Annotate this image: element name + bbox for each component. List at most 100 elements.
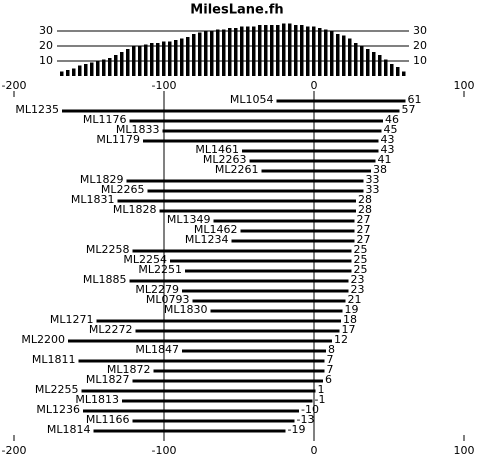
value-label: 7 bbox=[327, 363, 334, 376]
histogram-bar bbox=[294, 25, 298, 76]
value-label: -1 bbox=[315, 393, 326, 406]
histogram-bar bbox=[102, 59, 106, 76]
value-label: 45 bbox=[384, 123, 398, 136]
histogram-bar bbox=[282, 23, 286, 76]
bar-label: ML1176 bbox=[83, 113, 127, 126]
histogram-bar bbox=[258, 25, 262, 76]
bar-label: ML2251 bbox=[138, 263, 182, 276]
histogram-bar bbox=[156, 43, 160, 76]
value-label: 27 bbox=[357, 213, 371, 226]
value-label: 18 bbox=[343, 313, 357, 326]
histogram-bar bbox=[276, 25, 280, 76]
bar-label: ML1827 bbox=[86, 373, 130, 386]
value-label: 17 bbox=[342, 323, 356, 336]
histogram-bar bbox=[90, 62, 94, 76]
bar-label: ML2263 bbox=[203, 153, 247, 166]
histogram-bar bbox=[186, 37, 190, 76]
value-label: 57 bbox=[402, 103, 416, 116]
value-label: 1 bbox=[318, 383, 325, 396]
histogram-bar bbox=[78, 65, 82, 76]
y-tick-label: 20 bbox=[39, 39, 53, 52]
bar-label: ML2254 bbox=[123, 253, 167, 266]
bar-label: ML1462 bbox=[194, 223, 238, 236]
histogram-bar bbox=[366, 49, 370, 76]
value-label: 33 bbox=[366, 183, 380, 196]
histogram-bar bbox=[198, 32, 202, 76]
bar-label: ML1054 bbox=[230, 93, 274, 106]
histogram-bar bbox=[174, 40, 178, 76]
histogram-bar bbox=[204, 31, 208, 76]
histogram-bar bbox=[372, 52, 376, 76]
bar-label: ML1829 bbox=[80, 173, 124, 186]
value-label: 28 bbox=[358, 193, 372, 206]
histogram-bar bbox=[396, 67, 400, 76]
histogram-bar bbox=[336, 34, 340, 76]
histogram-bar bbox=[60, 71, 64, 76]
x-tick-label: 100 bbox=[454, 444, 475, 457]
value-label: 23 bbox=[351, 283, 365, 296]
bar-label: ML0793 bbox=[146, 293, 190, 306]
bar-label: ML1166 bbox=[86, 413, 130, 426]
value-label: 6 bbox=[325, 373, 332, 386]
value-label: -13 bbox=[297, 413, 315, 426]
bar-label: ML1235 bbox=[15, 103, 59, 116]
y-tick-label: 10 bbox=[39, 54, 53, 67]
histogram-bar bbox=[216, 29, 220, 76]
value-label: 21 bbox=[348, 293, 362, 306]
bar-label: ML2265 bbox=[101, 183, 145, 196]
bar-label: ML1179 bbox=[96, 133, 140, 146]
value-label: -10 bbox=[301, 403, 319, 416]
chart-title: MilesLane.fh bbox=[190, 3, 283, 18]
value-label: 33 bbox=[366, 173, 380, 186]
x-tick-label: 0 bbox=[311, 444, 318, 457]
histogram-bar bbox=[66, 70, 70, 76]
y-tick-label: 30 bbox=[413, 24, 427, 37]
x-tick-label: -200 bbox=[2, 444, 27, 457]
value-label: 46 bbox=[385, 113, 399, 126]
value-label: 25 bbox=[354, 253, 368, 266]
value-label: 61 bbox=[408, 93, 422, 106]
bar-label: ML1236 bbox=[36, 403, 80, 416]
histogram-bar bbox=[288, 23, 292, 76]
bar-label: ML1349 bbox=[167, 213, 211, 226]
bar-label: ML2279 bbox=[135, 283, 179, 296]
y-tick-label: 20 bbox=[413, 39, 427, 52]
value-label: 25 bbox=[354, 263, 368, 276]
histogram-bar bbox=[324, 29, 328, 76]
bar-label: ML2272 bbox=[89, 323, 133, 336]
bar-label: ML1234 bbox=[185, 233, 229, 246]
histogram-bar bbox=[234, 28, 238, 76]
bar-label: ML1811 bbox=[32, 353, 76, 366]
histogram-bar bbox=[84, 64, 88, 76]
histogram-bar bbox=[96, 61, 100, 76]
histogram-bar bbox=[114, 55, 118, 76]
value-label: 27 bbox=[357, 233, 371, 246]
bar-label: ML1828 bbox=[113, 203, 157, 216]
histogram-bar bbox=[252, 26, 256, 76]
histogram-bar bbox=[168, 41, 172, 76]
histogram-bar bbox=[210, 31, 214, 76]
histogram-bar bbox=[228, 28, 232, 76]
value-label: -19 bbox=[288, 423, 306, 436]
value-label: 28 bbox=[358, 203, 372, 216]
value-label: 41 bbox=[378, 153, 392, 166]
histogram-bar bbox=[318, 28, 322, 76]
bar-label: ML1831 bbox=[71, 193, 115, 206]
histogram-bar bbox=[348, 38, 352, 76]
histogram-bar bbox=[312, 26, 316, 76]
histogram-bar bbox=[72, 68, 76, 76]
histogram-bar bbox=[378, 55, 382, 76]
bar-label: ML1813 bbox=[75, 393, 119, 406]
histogram-bar bbox=[264, 25, 268, 76]
bar-label: ML1830 bbox=[164, 303, 208, 316]
bar-label: ML1885 bbox=[83, 273, 127, 286]
bar-label: ML2261 bbox=[215, 163, 259, 176]
histogram-bar bbox=[222, 29, 226, 76]
value-label: 27 bbox=[357, 223, 371, 236]
bar-label: ML2200 bbox=[21, 333, 65, 346]
histogram-bar bbox=[354, 43, 358, 76]
histogram-bar bbox=[390, 64, 394, 76]
histogram-bar bbox=[246, 26, 250, 76]
histogram-bar bbox=[300, 25, 304, 76]
value-label: 25 bbox=[354, 243, 368, 256]
